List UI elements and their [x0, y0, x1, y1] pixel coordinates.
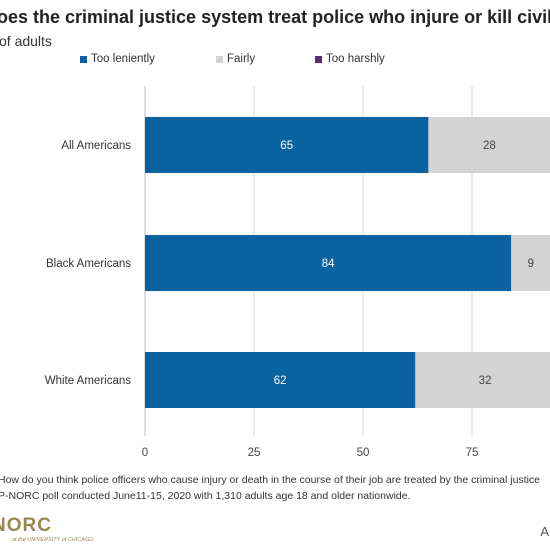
bar-chart: 0 25 50 75 All Americans 65 28 Black Americans 8…: [45, 86, 550, 459]
bar-too-leniently-2: [145, 352, 416, 408]
legend-swatch-too-leniently: [80, 55, 87, 63]
legend-item-too-leniently: Too leniently: [80, 53, 155, 65]
chart-footnote: How do you think police officers who cau…: [0, 472, 540, 504]
data-label-too-leniently-0: 65: [280, 140, 293, 152]
category-label-0: All Americans: [61, 140, 131, 152]
data-label-fairly-2: 32: [479, 375, 492, 387]
legend-swatch-too-harshly: [315, 55, 322, 63]
legend-item-fairly: Fairly: [216, 53, 255, 65]
data-label-fairly-0: 28: [483, 140, 496, 152]
category-label-2: White Americans: [45, 375, 132, 387]
x-tick-label-50: 50: [357, 447, 370, 459]
norc-logo: NORC at the UNIVERSITY of CHICAGO: [0, 515, 112, 545]
data-label-too-leniently-1: 84: [322, 258, 335, 270]
bar-too-leniently-0: [145, 117, 429, 173]
x-tick-label-25: 25: [248, 447, 261, 459]
legend-label-fairly: Fairly: [227, 53, 256, 65]
category-label-1: Black Americans: [46, 258, 131, 270]
legend-label-too-leniently: Too leniently: [91, 53, 155, 65]
legend-swatch-fairly: [216, 55, 223, 63]
footnote-line-1: How do you think police officers who cau…: [0, 474, 541, 486]
corner-logo-mark: A: [540, 524, 549, 539]
chart-legend: Too leniently Fairly Too harshly: [0, 53, 550, 69]
logo-wordmark: NORC: [0, 515, 52, 536]
chart-title: oes the criminal justice system treat po…: [0, 7, 550, 27]
logo-subtext: at the UNIVERSITY of CHICAGO: [12, 537, 94, 543]
bar-fairly-1: [511, 235, 550, 291]
x-tick-label-75: 75: [466, 447, 479, 459]
bar-fairly-0: [428, 117, 550, 173]
bar-too-leniently-1: [145, 235, 512, 291]
data-label-fairly-1: 9: [528, 258, 534, 270]
legend-item-too-harshly: Too harshly: [315, 53, 385, 65]
chart-subtitle: of adults: [0, 33, 52, 49]
legend-label-too-harshly: Too harshly: [326, 53, 385, 65]
x-tick-label-0: 0: [142, 447, 148, 459]
footnote-line-2: P-NORC poll conducted June11-15, 2020 wi…: [0, 490, 411, 502]
bar-fairly-2: [415, 352, 550, 408]
data-label-too-leniently-2: 62: [274, 375, 287, 387]
